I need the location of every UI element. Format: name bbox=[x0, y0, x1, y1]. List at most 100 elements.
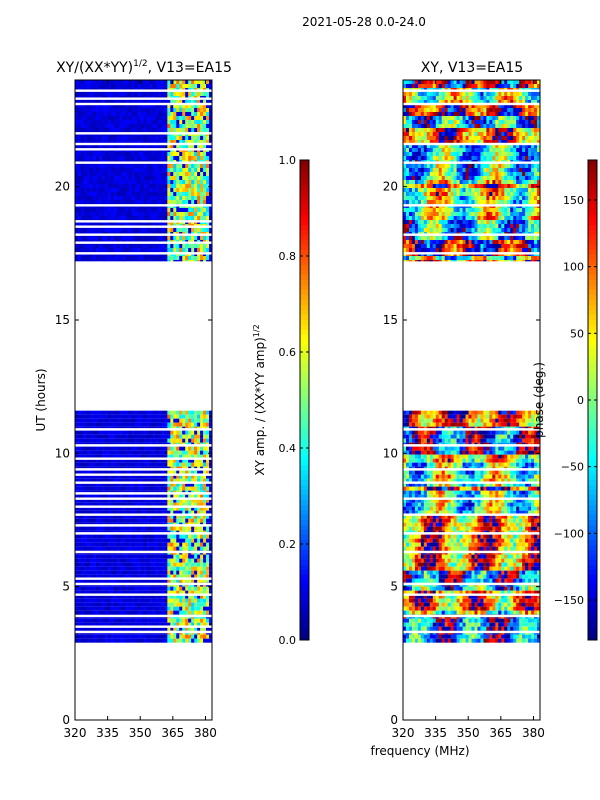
heatmap-cell bbox=[80, 542, 85, 547]
heatmap-cell bbox=[170, 228, 174, 232]
colorbar-step bbox=[300, 370, 309, 376]
heatmap-cell bbox=[206, 196, 210, 200]
heatmap-cell bbox=[200, 84, 204, 88]
heatmap-cell bbox=[86, 446, 91, 451]
heatmap-cell bbox=[170, 486, 174, 491]
heatmap-cell bbox=[89, 574, 94, 579]
heatmap-cell bbox=[122, 414, 127, 419]
heatmap-cell bbox=[152, 136, 156, 140]
heatmap-cell bbox=[113, 410, 118, 415]
heatmap-cell bbox=[75, 534, 79, 539]
heatmap-cell bbox=[122, 192, 127, 196]
heatmap-cell bbox=[149, 502, 153, 507]
heatmap-cell bbox=[89, 128, 94, 132]
heatmap-cell bbox=[194, 634, 198, 639]
heatmap-cell bbox=[161, 606, 165, 611]
heatmap-cell bbox=[182, 140, 186, 144]
heatmap-cell bbox=[164, 260, 168, 262]
heatmap-cell bbox=[155, 430, 159, 435]
heatmap-cell bbox=[95, 116, 100, 120]
heatmap-cell bbox=[131, 510, 135, 515]
heatmap-cell bbox=[95, 474, 100, 479]
heatmap-cell bbox=[107, 244, 112, 248]
heatmap-cell bbox=[125, 260, 130, 262]
heatmap-cell bbox=[116, 212, 121, 216]
heatmap-cell bbox=[173, 606, 177, 611]
heatmap-cell bbox=[155, 542, 159, 547]
heatmap-cell bbox=[188, 434, 192, 439]
heatmap-cell bbox=[101, 454, 106, 459]
heatmap-cell bbox=[176, 606, 180, 611]
heatmap-cell bbox=[75, 446, 79, 451]
heatmap-cell bbox=[140, 128, 144, 132]
heatmap-cell bbox=[182, 498, 186, 503]
heatmap-cell bbox=[179, 152, 183, 156]
heatmap-cell bbox=[164, 244, 168, 248]
heatmap-cell bbox=[209, 120, 213, 124]
heatmap-cell bbox=[77, 622, 82, 627]
heatmap-cell bbox=[182, 136, 186, 140]
heatmap-cell bbox=[86, 236, 91, 240]
heatmap-cell bbox=[179, 618, 183, 623]
heatmap-cell bbox=[143, 602, 147, 607]
heatmap-cell bbox=[101, 554, 106, 559]
heatmap-cell bbox=[155, 410, 159, 415]
heatmap-cell bbox=[75, 116, 79, 120]
heatmap-cell bbox=[89, 626, 94, 631]
heatmap-cell bbox=[110, 574, 115, 579]
heatmap-cell bbox=[170, 438, 174, 443]
heatmap-cell bbox=[107, 558, 112, 563]
heatmap-cell bbox=[176, 414, 180, 419]
heatmap-cell bbox=[152, 108, 156, 112]
heatmap-cell bbox=[152, 104, 156, 108]
heatmap-cell bbox=[173, 112, 177, 116]
heatmap-cell bbox=[122, 586, 127, 591]
heatmap-cell bbox=[110, 430, 115, 435]
heatmap-cell bbox=[191, 418, 195, 423]
heatmap-cell bbox=[119, 418, 124, 423]
heatmap-cell bbox=[158, 502, 162, 507]
heatmap-cell bbox=[92, 626, 97, 631]
heatmap-cell bbox=[176, 542, 180, 547]
heatmap-cell bbox=[146, 422, 150, 427]
heatmap-cell bbox=[188, 244, 192, 248]
heatmap-cell bbox=[140, 478, 144, 483]
heatmap-cell bbox=[188, 236, 192, 240]
heatmap-cell bbox=[125, 558, 130, 563]
heatmap-cell bbox=[77, 200, 82, 204]
heatmap-cell bbox=[98, 594, 103, 599]
heatmap-cell bbox=[161, 260, 165, 262]
heatmap-cell bbox=[75, 546, 79, 551]
heatmap-cell bbox=[119, 80, 124, 84]
heatmap-cell bbox=[206, 84, 210, 88]
heatmap-cell bbox=[86, 414, 91, 419]
heatmap-cell bbox=[167, 104, 171, 108]
heatmap-cell bbox=[86, 462, 91, 467]
heatmap-cell bbox=[179, 554, 183, 559]
heatmap-cell bbox=[110, 188, 115, 192]
heatmap-cell bbox=[125, 434, 130, 439]
heatmap-cell bbox=[182, 526, 186, 531]
heatmap-cell bbox=[107, 506, 112, 511]
heatmap-cell bbox=[113, 562, 118, 567]
heatmap-cell bbox=[134, 502, 138, 507]
heatmap-cell bbox=[119, 100, 124, 104]
heatmap-cell bbox=[152, 542, 156, 547]
heatmap-cell bbox=[206, 598, 210, 603]
heatmap-cell bbox=[176, 180, 180, 184]
heatmap-cell bbox=[209, 554, 213, 559]
heatmap-cell bbox=[95, 486, 100, 491]
heatmap-cell bbox=[179, 634, 183, 639]
colorbar-step bbox=[300, 405, 309, 411]
heatmap-cell bbox=[128, 208, 132, 212]
heatmap-cell bbox=[104, 434, 109, 439]
heatmap-cell bbox=[191, 212, 195, 216]
heatmap-cell bbox=[83, 124, 88, 128]
heatmap-cell bbox=[161, 622, 165, 627]
heatmap-cell bbox=[182, 610, 186, 615]
heatmap-cell bbox=[110, 120, 115, 124]
heatmap-cell bbox=[122, 196, 127, 200]
heatmap-cell bbox=[104, 172, 109, 176]
heatmap-cell bbox=[200, 518, 204, 523]
heatmap-cell bbox=[134, 116, 138, 120]
